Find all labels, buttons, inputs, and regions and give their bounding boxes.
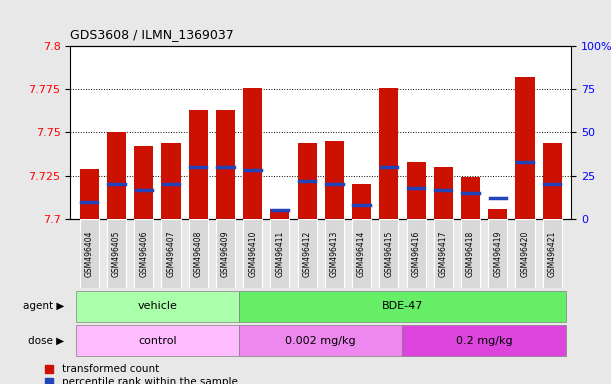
Text: GSM496405: GSM496405 — [112, 230, 121, 277]
FancyBboxPatch shape — [76, 291, 239, 322]
Bar — [461, 177, 480, 219]
FancyBboxPatch shape — [352, 219, 371, 288]
FancyBboxPatch shape — [488, 219, 507, 288]
Text: GSM496418: GSM496418 — [466, 230, 475, 276]
Text: control: control — [138, 336, 177, 346]
Text: dose ▶: dose ▶ — [28, 336, 64, 346]
Text: GSM496408: GSM496408 — [194, 230, 203, 276]
FancyBboxPatch shape — [243, 219, 262, 288]
Text: GSM496410: GSM496410 — [248, 230, 257, 276]
Text: GSM496420: GSM496420 — [521, 230, 530, 276]
Bar — [80, 169, 99, 219]
Text: GSM496407: GSM496407 — [167, 230, 175, 277]
Text: GSM496421: GSM496421 — [547, 230, 557, 276]
Text: GSM496411: GSM496411 — [276, 230, 285, 276]
Bar — [298, 143, 316, 219]
Bar — [543, 143, 562, 219]
FancyBboxPatch shape — [434, 219, 453, 288]
FancyBboxPatch shape — [161, 219, 180, 288]
Text: 0.2 mg/kg: 0.2 mg/kg — [456, 336, 513, 346]
FancyBboxPatch shape — [379, 219, 398, 288]
Bar — [352, 184, 371, 219]
Bar — [216, 110, 235, 219]
Text: GSM496417: GSM496417 — [439, 230, 448, 276]
FancyBboxPatch shape — [239, 325, 403, 356]
Text: GSM496412: GSM496412 — [302, 230, 312, 276]
FancyBboxPatch shape — [216, 219, 235, 288]
Legend: transformed count, percentile rank within the sample: transformed count, percentile rank withi… — [41, 360, 241, 384]
Bar — [271, 209, 290, 219]
Text: GSM496413: GSM496413 — [330, 230, 339, 276]
Text: vehicle: vehicle — [137, 301, 177, 311]
FancyBboxPatch shape — [107, 219, 126, 288]
FancyBboxPatch shape — [516, 219, 535, 288]
Text: GSM496415: GSM496415 — [384, 230, 393, 276]
Bar — [406, 162, 426, 219]
Text: GSM496406: GSM496406 — [139, 230, 148, 277]
FancyBboxPatch shape — [76, 325, 239, 356]
Text: 0.002 mg/kg: 0.002 mg/kg — [285, 336, 356, 346]
Bar — [189, 110, 208, 219]
Bar — [516, 77, 535, 219]
Bar — [488, 209, 507, 219]
Bar — [325, 141, 344, 219]
FancyBboxPatch shape — [403, 325, 566, 356]
Text: GSM496416: GSM496416 — [412, 230, 420, 276]
Bar — [107, 132, 126, 219]
Text: BDE-47: BDE-47 — [382, 301, 423, 311]
FancyBboxPatch shape — [80, 219, 99, 288]
Text: agent ▶: agent ▶ — [23, 301, 64, 311]
Bar — [134, 146, 153, 219]
FancyBboxPatch shape — [134, 219, 153, 288]
FancyBboxPatch shape — [298, 219, 316, 288]
Bar — [379, 88, 398, 219]
FancyBboxPatch shape — [461, 219, 480, 288]
Text: GSM496414: GSM496414 — [357, 230, 366, 276]
FancyBboxPatch shape — [239, 291, 566, 322]
Text: GSM496419: GSM496419 — [493, 230, 502, 276]
FancyBboxPatch shape — [406, 219, 426, 288]
Bar — [161, 143, 180, 219]
Text: GDS3608 / ILMN_1369037: GDS3608 / ILMN_1369037 — [70, 28, 234, 41]
FancyBboxPatch shape — [325, 219, 344, 288]
Text: GSM496409: GSM496409 — [221, 230, 230, 277]
Text: GSM496404: GSM496404 — [85, 230, 94, 277]
FancyBboxPatch shape — [189, 219, 208, 288]
Bar — [243, 88, 262, 219]
Bar — [434, 167, 453, 219]
FancyBboxPatch shape — [271, 219, 290, 288]
FancyBboxPatch shape — [543, 219, 562, 288]
